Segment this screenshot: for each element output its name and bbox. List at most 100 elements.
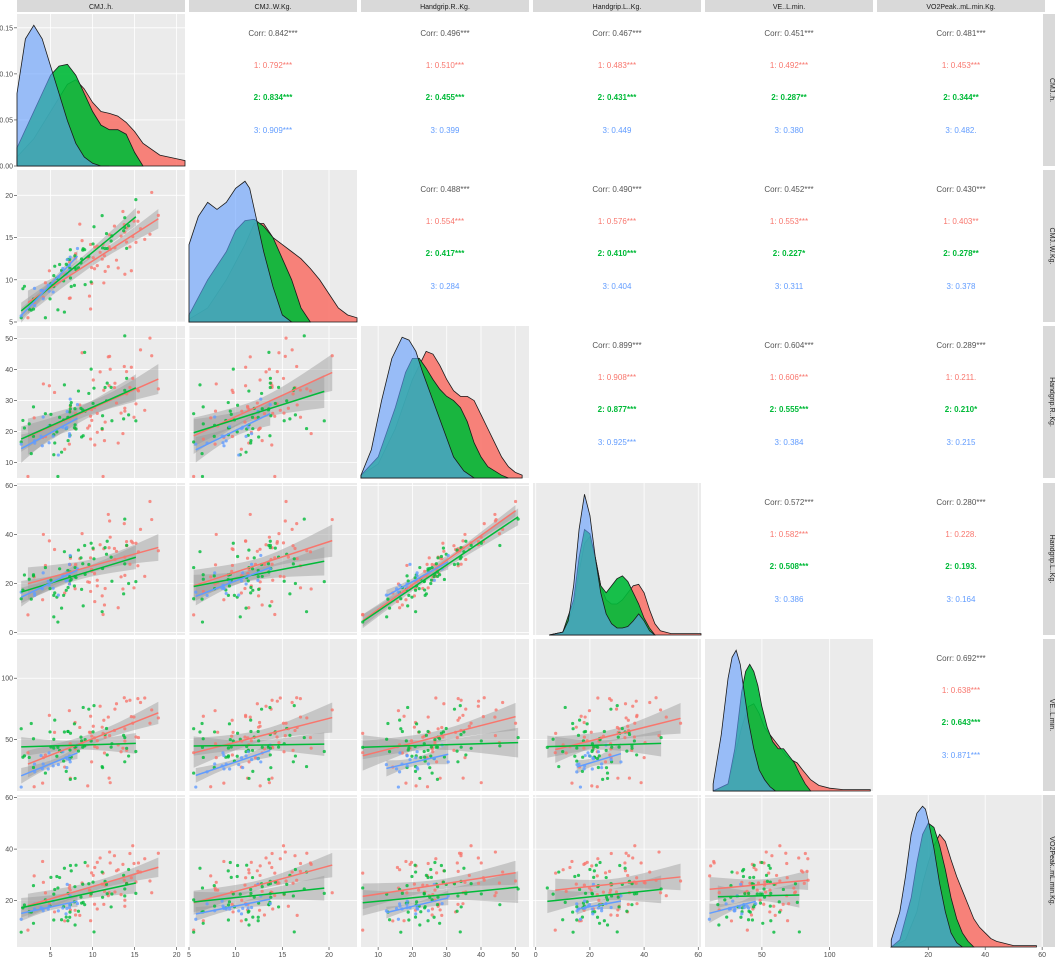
scatter-point [59, 450, 64, 454]
overall-corr-text: Corr: 0.604*** [764, 341, 813, 350]
scatter-point [404, 781, 408, 785]
scatter-point [615, 913, 619, 917]
column-strip-5 [877, 0, 1045, 12]
scatter-point [493, 850, 497, 854]
scatter-point [91, 401, 95, 406]
scatter-point [83, 283, 87, 287]
scatter-point [89, 589, 93, 594]
scatter-point [587, 754, 592, 758]
group3-corr-text: 3: 0.871*** [942, 751, 980, 760]
scatter-point [51, 434, 55, 438]
scatter-point [192, 930, 196, 934]
regression-line [27, 712, 159, 765]
scatter-point [194, 442, 198, 446]
scatter-point [435, 903, 440, 907]
scatter-point [385, 615, 389, 619]
scatter-point [605, 923, 610, 927]
scatter-point [239, 919, 243, 923]
scatter-point [19, 930, 23, 934]
scatter-point [432, 915, 436, 919]
scatter-point [580, 769, 585, 773]
scatter-point [435, 777, 440, 781]
scatter-point [64, 915, 68, 919]
scatter-point [426, 919, 430, 923]
scatter-point [459, 562, 463, 566]
scatter-point [125, 746, 129, 750]
panel-4-2 [361, 639, 529, 791]
scatter-point [22, 426, 27, 430]
scatter-point [616, 908, 620, 912]
scatter-point [285, 882, 289, 886]
scatter-point [398, 718, 402, 722]
scatter-point [102, 902, 106, 906]
scatter-point [304, 764, 309, 769]
group1-corr-text: 1: 0.582*** [770, 530, 808, 539]
scatter-point [624, 851, 628, 855]
scatter-point [743, 892, 747, 896]
x-tick-label: 100 [824, 952, 836, 958]
scatter-point [89, 919, 93, 923]
scatter-point [717, 923, 721, 927]
scatter-point [67, 442, 71, 446]
scatter-point [762, 887, 766, 891]
scatter-point [295, 913, 299, 917]
scatter-point [600, 766, 604, 770]
scatter-point [725, 915, 729, 919]
scatter-point [81, 604, 85, 608]
scatter-point [119, 411, 123, 415]
scatter-point [583, 753, 587, 758]
scatter-point [47, 441, 51, 445]
scatter-point [396, 590, 400, 594]
scatter-point [32, 416, 36, 420]
scatter-point [104, 882, 109, 886]
scatter-point [213, 888, 218, 892]
scatter-point [595, 874, 599, 878]
scatter-point [436, 727, 440, 731]
scatter-point [398, 751, 402, 755]
scatter-point [482, 522, 486, 526]
scatter-point [793, 890, 798, 894]
scatter-point [32, 762, 37, 766]
group3-corr-text: 3: 0.380 [775, 126, 804, 135]
regression-line [193, 743, 325, 747]
scatter-point [88, 242, 93, 247]
scatter-point [305, 387, 309, 391]
scatter-point [419, 755, 423, 760]
scatter-point [729, 919, 734, 923]
scatter-point [330, 708, 334, 712]
scatter-point [123, 216, 127, 220]
scatter-point [399, 727, 403, 731]
regression-line [27, 218, 159, 304]
scatter-point [322, 749, 326, 754]
scatter-point [260, 439, 264, 443]
scatter-point [285, 399, 289, 403]
scatter-point [634, 699, 638, 703]
scatter-point [246, 906, 250, 910]
scatter-point [309, 431, 313, 436]
scatter-point [597, 898, 601, 902]
scatter-point [69, 869, 73, 873]
scatter-point [435, 871, 439, 875]
scatter-point [73, 423, 77, 427]
scatter-point [201, 437, 205, 441]
scatter-point [243, 586, 247, 591]
scatter-point [132, 861, 136, 866]
scatter-point [793, 882, 798, 886]
scatter-point [55, 874, 59, 879]
scatter-point [48, 730, 52, 734]
scatter-point [52, 453, 56, 457]
scatter-point [803, 851, 807, 856]
scatter-point [247, 389, 251, 393]
scatter-point [249, 905, 254, 910]
scatter-point [260, 574, 264, 579]
scatter-point [561, 868, 565, 872]
scatter-point [132, 219, 136, 223]
scatter-point [68, 760, 72, 764]
scatter-point [56, 762, 60, 767]
scatter-point [238, 737, 242, 741]
scatter-point [765, 879, 770, 884]
scatter-point [114, 549, 119, 553]
scatter-point [627, 854, 631, 858]
scatter-point [462, 730, 466, 734]
x-tick-label: 5 [49, 952, 53, 958]
